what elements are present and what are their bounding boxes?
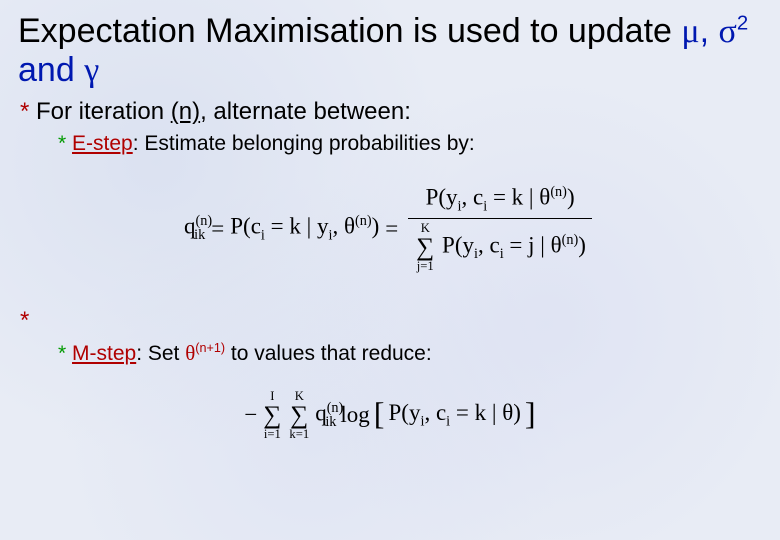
mu-symbol: μ bbox=[681, 13, 699, 50]
sub-bullet-list: E-step: Estimate belonging probabilities… bbox=[58, 132, 762, 156]
sum-k-symbol: K ∑ k=1 bbox=[289, 390, 309, 441]
bullet-iteration: For iteration (n), alternate between: E-… bbox=[20, 98, 762, 156]
sum-symbol: K ∑ j=1 bbox=[416, 222, 434, 273]
right-bracket: ] bbox=[525, 395, 536, 432]
bullet-mstep: M-step: Set θ(n+1) to values that reduce… bbox=[58, 341, 762, 366]
iteration-n: (n) bbox=[171, 98, 200, 125]
slide-title: Expectation Maximisation is used to upda… bbox=[18, 12, 762, 90]
bullet-estep: E-step: Estimate belonging probabilities… bbox=[58, 132, 762, 156]
left-bracket: [ bbox=[374, 395, 385, 432]
bullet-list-2: M-step: Set θ(n+1) to values that reduce… bbox=[20, 307, 762, 366]
sub-bullet-list-2: M-step: Set θ(n+1) to values that reduce… bbox=[58, 341, 762, 366]
sum-i-symbol: I ∑ i=1 bbox=[263, 390, 281, 441]
mstep-label: M-step bbox=[72, 342, 136, 365]
sigma-symbol: σ bbox=[719, 13, 737, 50]
bullet-list: For iteration (n), alternate between: E-… bbox=[20, 98, 762, 156]
estep-fraction: P(yi, ci = k | θ(n)) K ∑ j=1 P(yi, ci = … bbox=[408, 184, 592, 273]
gamma-symbol: γ bbox=[84, 52, 99, 89]
mstep-theta: θ(n+1) bbox=[185, 342, 225, 365]
formula-estep: q(n)ik = P(ci = k | yi, θ(n)) = P(yi, ci… bbox=[18, 184, 762, 273]
title-text: Expectation Maximisation is used to upda… bbox=[18, 12, 681, 50]
sigma-exponent: 2 bbox=[737, 13, 748, 35]
formula-mstep: − I ∑ i=1 K ∑ k=1 q(n)ik log [ P(yi, ci … bbox=[18, 390, 762, 441]
estep-label: E-step bbox=[72, 132, 133, 155]
